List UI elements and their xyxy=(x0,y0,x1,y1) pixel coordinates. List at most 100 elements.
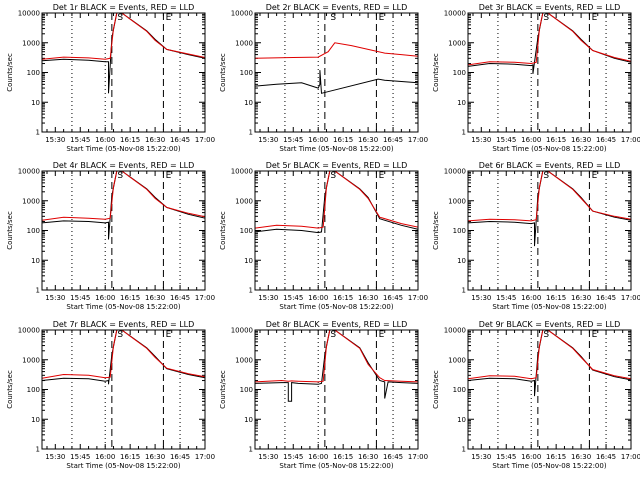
x-tick-label: 16:45 xyxy=(383,453,403,461)
detector-panel-2: Det 2r BLACK = Events, RED = LLD Counts/s… xyxy=(219,3,428,153)
x-tick-label: 15:45 xyxy=(283,294,303,302)
y-tick-label: 10000 xyxy=(231,10,253,18)
series-group xyxy=(42,330,205,385)
x-tick-label: 16:30 xyxy=(145,136,165,144)
x-tick-label: 17:00 xyxy=(408,294,428,302)
y-tick-label: 10000 xyxy=(18,168,40,176)
interval-marker-e: E xyxy=(166,171,172,181)
y-tick-label: 100 xyxy=(453,386,466,394)
detector-panel-9: Det 9r BLACK = Events, RED = LLD Counts/s… xyxy=(432,320,640,470)
x-tick-label: 16:45 xyxy=(170,294,190,302)
x-tick-label: 16:00 xyxy=(308,136,328,144)
x-tick-label: 16:00 xyxy=(95,294,115,302)
x-tick-label: 16:45 xyxy=(596,294,616,302)
series-group xyxy=(255,42,418,94)
interval-marker-e: E xyxy=(166,330,172,340)
y-axis-label: Counts/sec xyxy=(6,370,14,409)
x-tick-label: 17:00 xyxy=(408,136,428,144)
series-line-lld xyxy=(255,330,418,383)
x-tick-label: 16:00 xyxy=(95,136,115,144)
panel-title: Det 9r BLACK = Events, RED = LLD xyxy=(479,320,621,329)
x-tick-label: 15:45 xyxy=(70,453,90,461)
y-tick-label: 10 xyxy=(244,99,253,107)
x-tick-label: 16:15 xyxy=(333,453,353,461)
x-tick-label: 16:30 xyxy=(358,294,378,302)
y-tick-label: 100 xyxy=(453,227,466,235)
y-tick-label: 10000 xyxy=(444,327,466,335)
panel-title: Det 5r BLACK = Events, RED = LLD xyxy=(266,161,408,170)
y-tick-label: 10 xyxy=(31,416,40,424)
y-tick-label: 1000 xyxy=(235,356,253,364)
series-group xyxy=(255,330,418,402)
x-tick-label: 15:45 xyxy=(283,136,303,144)
interval-marker-e: E xyxy=(592,330,598,340)
interval-marker-s: S xyxy=(330,13,336,23)
panel-title: Det 7r BLACK = Events, RED = LLD xyxy=(53,320,195,329)
x-tick-label: 16:00 xyxy=(521,294,541,302)
plot-frame xyxy=(254,12,419,133)
interval-marker-s: S xyxy=(330,330,336,340)
series-line-lld xyxy=(255,42,418,59)
series-line-events xyxy=(255,70,418,94)
series-group xyxy=(255,171,418,234)
plot-frame xyxy=(41,12,206,133)
x-tick-label: 16:00 xyxy=(308,453,328,461)
x-tick-label: 16:15 xyxy=(333,136,353,144)
y-tick-label: 10 xyxy=(457,257,466,265)
y-axis-label: Counts/sec xyxy=(6,211,14,250)
plot-frame xyxy=(467,170,632,291)
x-axis-label: Start Time (05-Nov-08 15:22:00) xyxy=(279,462,393,470)
x-tick-label: 17:00 xyxy=(195,453,215,461)
interval-marker-e: E xyxy=(379,330,385,340)
y-tick-label: 10000 xyxy=(444,10,466,18)
x-tick-label: 15:45 xyxy=(496,136,516,144)
x-tick-label: 17:00 xyxy=(621,294,640,302)
detector-panel-5: Det 5r BLACK = Events, RED = LLD Counts/s… xyxy=(219,161,428,311)
x-axis-label: Start Time (05-Nov-08 15:22:00) xyxy=(66,462,180,470)
series-line-lld xyxy=(468,171,631,222)
x-tick-label: 16:15 xyxy=(546,136,566,144)
x-tick-label: 15:30 xyxy=(258,136,278,144)
y-tick-label: 100 xyxy=(27,227,40,235)
interval-marker-s: S xyxy=(117,330,123,340)
y-axis-label: Counts/sec xyxy=(6,53,14,92)
x-axis-label: Start Time (05-Nov-08 15:22:00) xyxy=(66,145,180,153)
x-tick-label: 15:30 xyxy=(45,453,65,461)
x-tick-label: 16:45 xyxy=(596,136,616,144)
panel-title: Det 4r BLACK = Events, RED = LLD xyxy=(53,161,195,170)
interval-marker-s: S xyxy=(117,13,123,23)
detector-panel-1: Det 1r BLACK = Events, RED = LLD Counts/s… xyxy=(6,3,215,153)
y-axis-label: Counts/sec xyxy=(219,211,227,250)
x-tick-label: 15:45 xyxy=(70,136,90,144)
x-tick-label: 17:00 xyxy=(195,136,215,144)
y-tick-label: 1 xyxy=(249,446,253,454)
x-axis-label: Start Time (05-Nov-08 15:22:00) xyxy=(492,303,606,311)
series-line-events xyxy=(468,171,631,247)
x-axis-label: Start Time (05-Nov-08 15:22:00) xyxy=(492,145,606,153)
y-tick-label: 1 xyxy=(462,287,466,295)
interval-marker-e: E xyxy=(592,171,598,181)
y-tick-label: 10000 xyxy=(18,327,40,335)
x-axis-label: Start Time (05-Nov-08 15:22:00) xyxy=(279,145,393,153)
series-line-events xyxy=(255,171,418,234)
detector-panel-4: Det 4r BLACK = Events, RED = LLD Counts/s… xyxy=(6,161,215,311)
plot-frame xyxy=(254,170,419,291)
interval-marker-e: E xyxy=(379,171,385,181)
x-tick-label: 16:15 xyxy=(120,136,140,144)
series-line-lld xyxy=(42,13,205,60)
panel-title: Det 8r BLACK = Events, RED = LLD xyxy=(266,320,408,329)
y-tick-label: 100 xyxy=(240,386,253,394)
y-tick-label: 1000 xyxy=(235,39,253,47)
y-tick-label: 100 xyxy=(240,69,253,77)
x-tick-label: 16:00 xyxy=(95,453,115,461)
y-tick-label: 1 xyxy=(462,446,466,454)
y-tick-label: 1 xyxy=(36,129,40,137)
series-group xyxy=(468,171,631,247)
y-tick-label: 1000 xyxy=(448,39,466,47)
x-tick-label: 16:45 xyxy=(383,136,403,144)
x-axis-label: Start Time (05-Nov-08 15:22:00) xyxy=(279,303,393,311)
x-tick-label: 16:00 xyxy=(308,294,328,302)
x-tick-label: 16:30 xyxy=(571,136,591,144)
y-tick-label: 10 xyxy=(31,99,40,107)
x-tick-label: 17:00 xyxy=(621,136,640,144)
